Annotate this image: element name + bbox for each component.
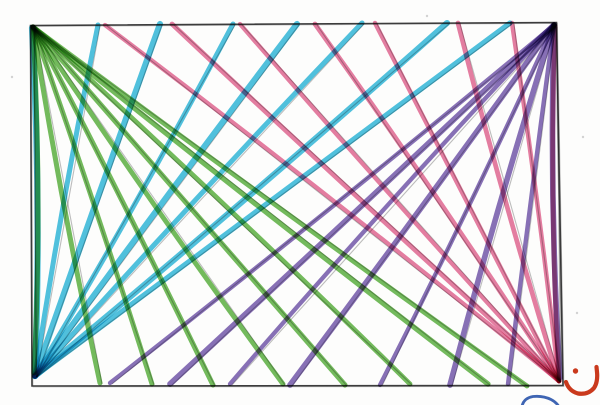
scan-speck-2 [10,75,14,79]
scan-speck-1 [575,311,579,315]
pink-fan-bottom-right-line-0 [550,23,562,384]
cyan-fan-bottom-left-line-6 [31,19,451,380]
pink-fan-bottom-right-line-3 [372,20,562,384]
purple-fan-top-right-line-6 [167,22,557,387]
pink-fan-bottom-right-line-6 [169,21,562,384]
green-fan-top-left-pencil-guide-1 [33,27,103,385]
blue-stamp-arc [520,394,560,405]
pink-fan-bottom-right-line-5 [237,21,562,384]
cyan-fan-bottom-left-line-3 [32,21,236,379]
green-fan-top-left-line-8 [30,24,530,389]
pink-fan-bottom-right-pencil-guide-2 [459,23,562,383]
purple-fan-top-right-pencil-guide-5 [231,25,556,386]
frame-pencil-line [31,23,565,388]
scan-speck-0 [581,135,585,139]
purple-fan-top-right-line-2 [447,22,557,388]
pink-fan-bottom-right-pencil-guide-0 [556,26,562,383]
pink-fan-bottom-right-line-4 [312,21,562,384]
red-letter-noon-bowl [563,364,600,396]
frame-border [29,21,564,387]
cyan-fan-bottom-left-line-2 [31,20,164,380]
purple-fan-top-right-line-7 [107,22,557,386]
purple-fan-top-right-pencil-guide-2 [451,25,557,387]
cyan-fan-bottom-left-line-7 [32,20,513,379]
red-letter-noon-dot [572,368,579,374]
green-fan-top-left-line-3 [30,24,216,388]
pink-fan-bottom-right-line-7 [102,22,562,384]
cyan-fan-bottom-left-line-5 [32,20,365,379]
cyan-fan-bottom-left-line-1 [32,22,101,379]
cyan-fan-bottom-left-pencil-guide-1 [35,25,101,378]
pink-fan-bottom-right-line-2 [455,20,562,384]
cyan-fan-bottom-left-line-0 [28,24,41,380]
cyan-fan-bottom-left-pencil-guide-5 [36,23,365,378]
scan-speck-3 [425,14,429,18]
purple-fan-top-right-line-5 [227,22,557,387]
purple-fan-top-right-line-1 [505,22,557,387]
cyan-fan-bottom-left-line-4 [31,20,301,380]
pink-fan-bottom-right-line-1 [509,20,562,384]
